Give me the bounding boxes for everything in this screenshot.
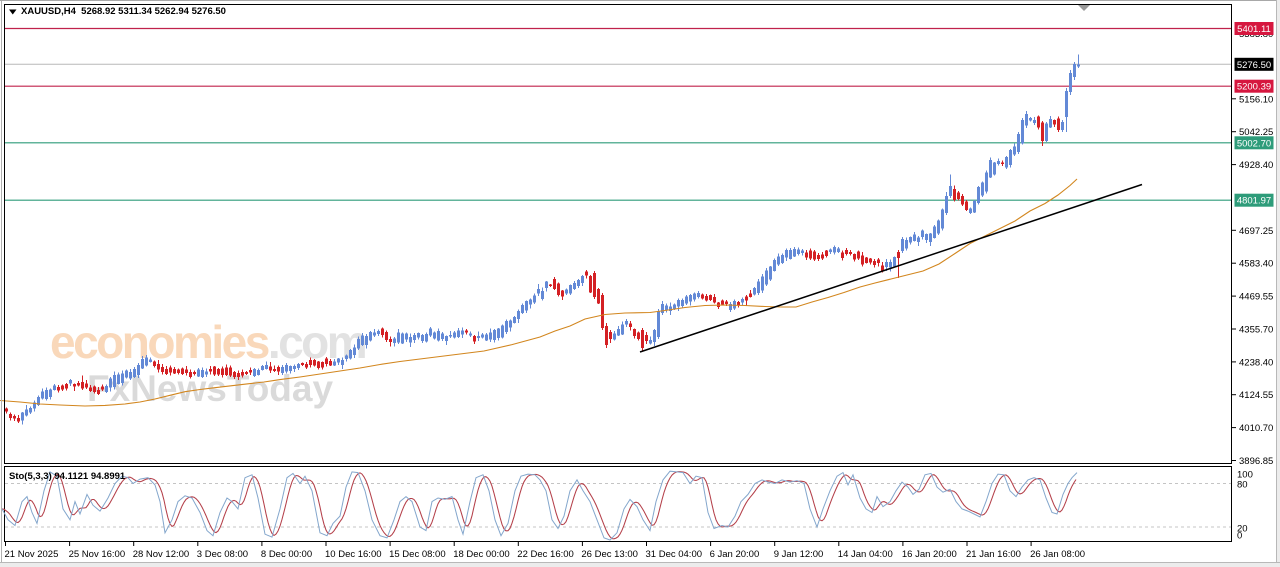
svg-text:0: 0 bbox=[1237, 531, 1242, 542]
svg-text:20: 20 bbox=[1237, 524, 1248, 535]
svg-text:8 Dec 00:00: 8 Dec 00:00 bbox=[261, 549, 312, 560]
svg-text:5276.50: 5276.50 bbox=[1237, 60, 1271, 71]
svg-text:25 Nov 16:00: 25 Nov 16:00 bbox=[69, 549, 126, 560]
svg-text:14 Jan 04:00: 14 Jan 04:00 bbox=[838, 549, 893, 560]
svg-text:15 Dec 08:00: 15 Dec 08:00 bbox=[389, 549, 446, 560]
svg-text:5156.10: 5156.10 bbox=[1239, 94, 1273, 105]
svg-text:6 Jan 20:00: 6 Jan 20:00 bbox=[710, 549, 760, 560]
svg-text:XAUUSD,H4 5268.92 5311.34 526: XAUUSD,H4 5268.92 5311.34 5262.94 5276.5… bbox=[21, 6, 226, 17]
svg-text:100: 100 bbox=[1237, 470, 1253, 481]
svg-text:26 Jan 08:00: 26 Jan 08:00 bbox=[1030, 549, 1085, 560]
svg-text:9 Jan 12:00: 9 Jan 12:00 bbox=[774, 549, 824, 560]
svg-text:31 Dec 04:00: 31 Dec 04:00 bbox=[646, 549, 703, 560]
svg-text:16 Jan 20:00: 16 Jan 20:00 bbox=[902, 549, 957, 560]
svg-text:3 Dec 08:00: 3 Dec 08:00 bbox=[197, 549, 248, 560]
svg-text:80: 80 bbox=[1237, 480, 1248, 491]
svg-text:4010.70: 4010.70 bbox=[1239, 423, 1273, 434]
svg-text:21 Jan 16:00: 21 Jan 16:00 bbox=[966, 549, 1021, 560]
svg-text:5401.11: 5401.11 bbox=[1237, 24, 1271, 35]
svg-text:22 Dec 16:00: 22 Dec 16:00 bbox=[517, 549, 574, 560]
svg-text:4801.97: 4801.97 bbox=[1237, 196, 1271, 207]
svg-text:26 Dec 13:00: 26 Dec 13:00 bbox=[581, 549, 638, 560]
svg-text:4928.40: 4928.40 bbox=[1239, 160, 1273, 171]
svg-text:Sto(5,3,3) 94.1121 94.8991: Sto(5,3,3) 94.1121 94.8991 bbox=[9, 471, 126, 482]
svg-text:4469.55: 4469.55 bbox=[1239, 292, 1273, 303]
svg-text:5042.25: 5042.25 bbox=[1239, 127, 1273, 138]
svg-text:18 Dec 00:00: 18 Dec 00:00 bbox=[453, 549, 510, 560]
svg-text:4697.25: 4697.25 bbox=[1239, 226, 1273, 237]
svg-text:3896.85: 3896.85 bbox=[1239, 456, 1273, 467]
svg-text:5002.70: 5002.70 bbox=[1237, 138, 1271, 149]
svg-text:4583.40: 4583.40 bbox=[1239, 259, 1273, 270]
svg-text:economies.com: economies.com bbox=[50, 316, 366, 368]
svg-text:4355.70: 4355.70 bbox=[1239, 325, 1273, 336]
svg-text:4124.55: 4124.55 bbox=[1239, 390, 1273, 401]
svg-text:28 Nov 12:00: 28 Nov 12:00 bbox=[133, 549, 190, 560]
svg-text:21 Nov 2025: 21 Nov 2025 bbox=[5, 549, 59, 560]
svg-text:10 Dec 16:00: 10 Dec 16:00 bbox=[325, 549, 382, 560]
svg-text:5200.39: 5200.39 bbox=[1237, 82, 1271, 93]
svg-text:4238.40: 4238.40 bbox=[1239, 357, 1273, 368]
